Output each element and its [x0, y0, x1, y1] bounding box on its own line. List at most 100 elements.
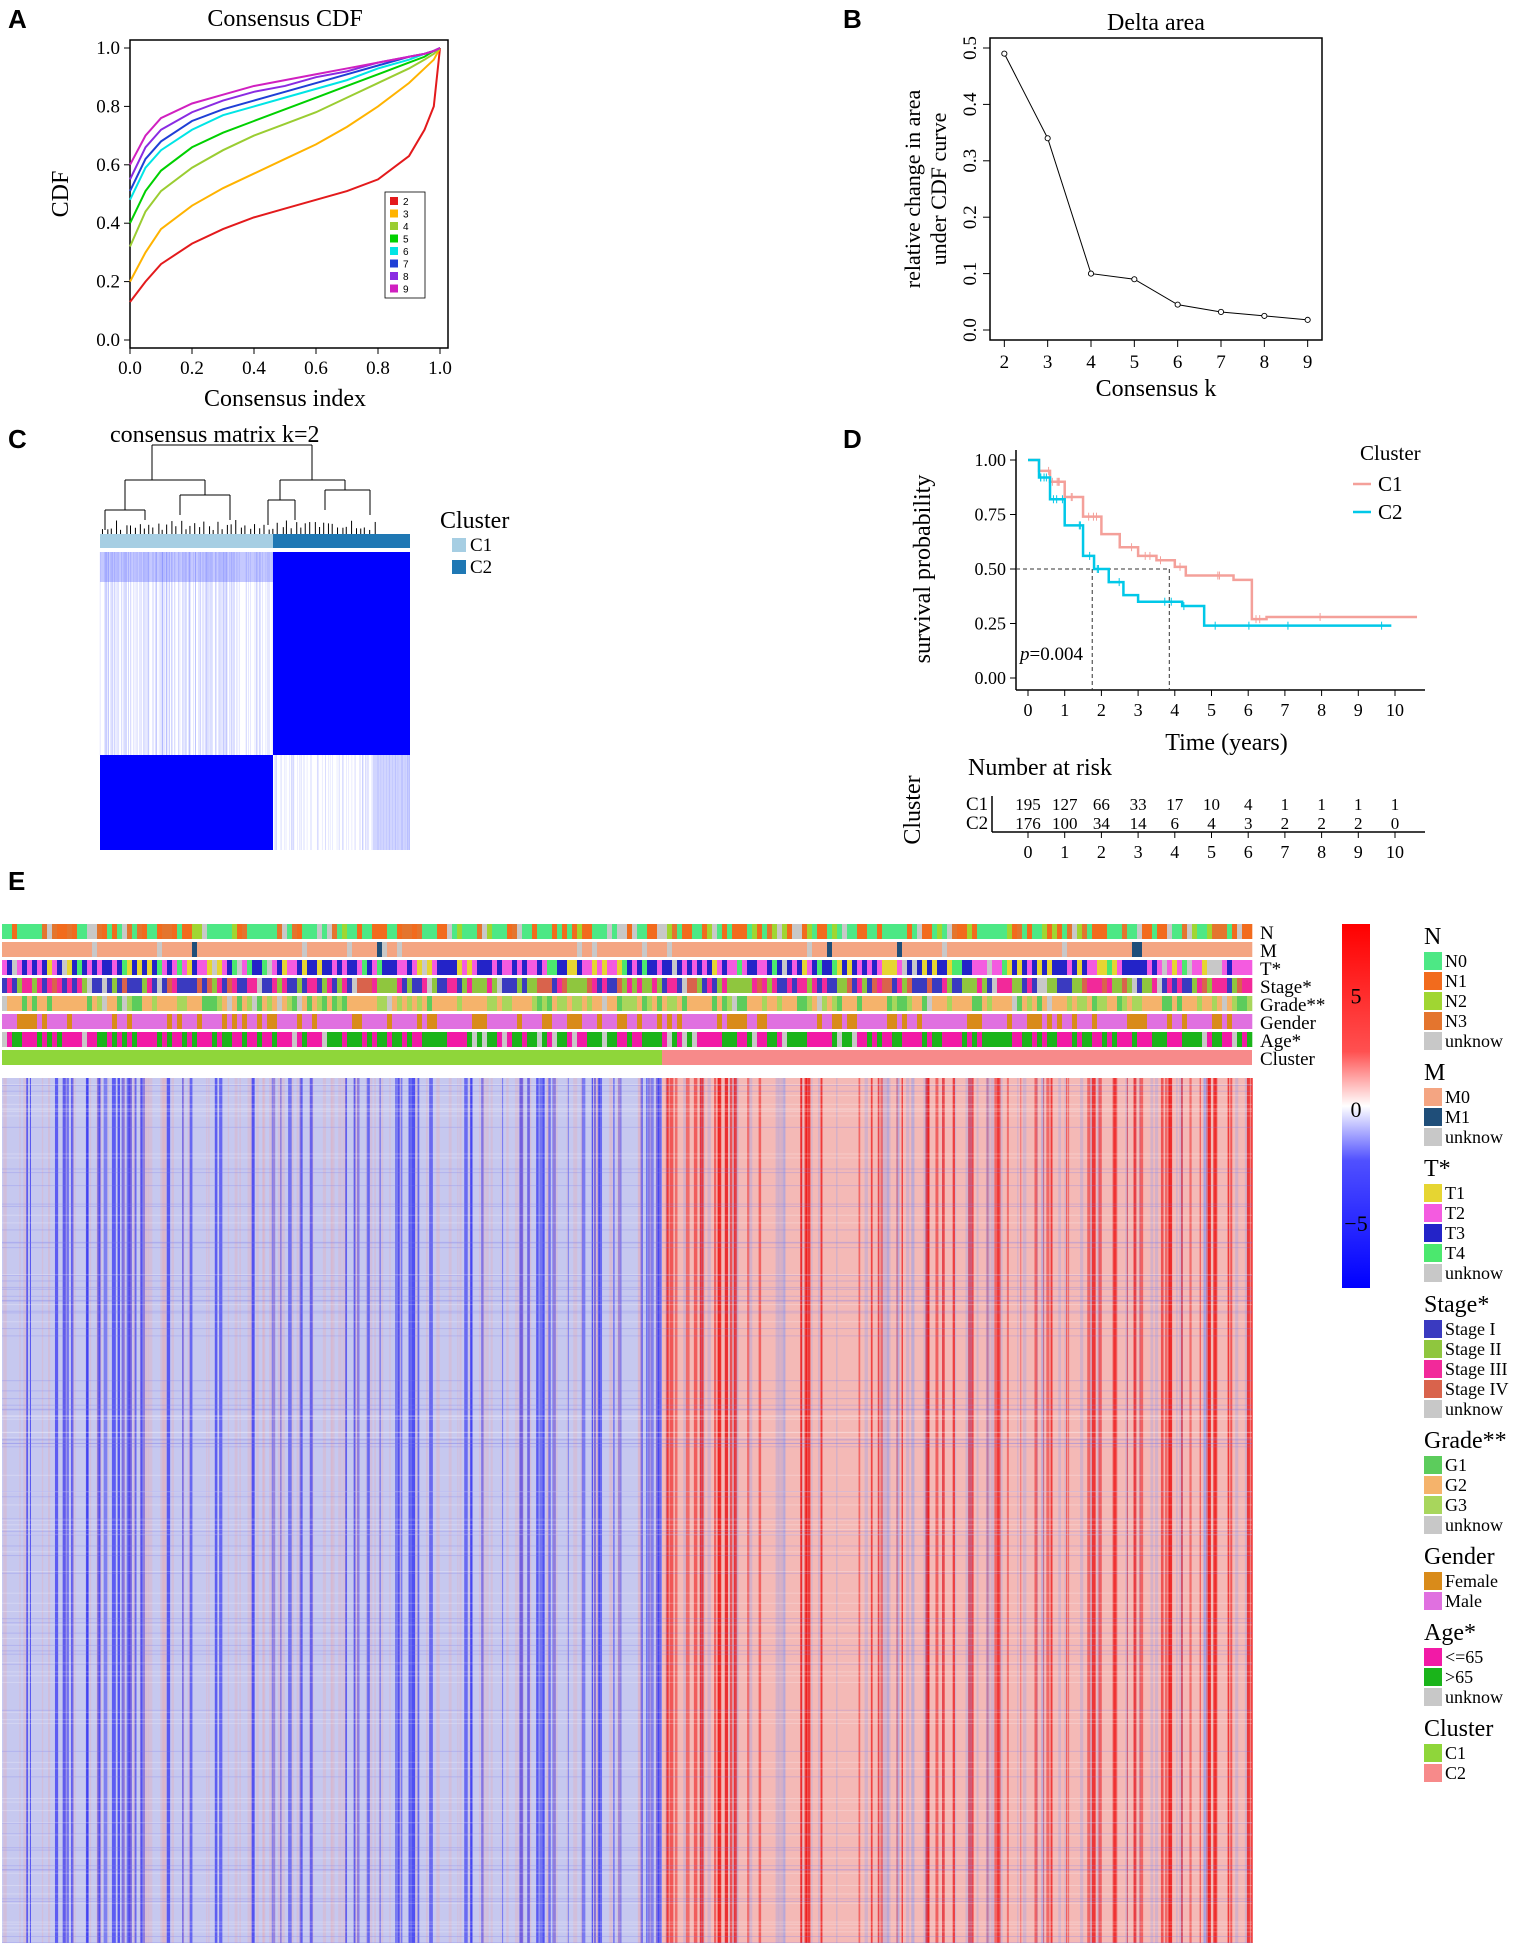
annotation-cell: [92, 942, 98, 957]
heatmap-column: [665, 1078, 667, 1943]
annotation-cell: [672, 960, 678, 975]
x-tick-label: 3: [1043, 352, 1053, 373]
heatmap-row: [2, 1380, 1252, 1382]
annotation-cell: [1217, 1014, 1223, 1029]
annotation-cell: [192, 1014, 198, 1029]
annotation-cell: [1147, 1014, 1153, 1029]
annotation-cell: [77, 996, 83, 1011]
annotation-cell: [502, 978, 508, 993]
heatmap-column: [171, 1078, 174, 1943]
annotation-cell: [712, 1032, 718, 1047]
annotation-cell: [612, 996, 618, 1011]
heatmap-row: [2, 1153, 1252, 1155]
legend-swatch: [1424, 1032, 1442, 1050]
heatmap-row: [2, 1115, 1252, 1117]
annotation-cell: [432, 1014, 438, 1029]
annotation-cell: [337, 1014, 343, 1029]
annotation-cell: [917, 996, 923, 1011]
annotation-cell: [907, 924, 913, 939]
annotation-cell: [877, 960, 883, 975]
annotation-cell: [392, 960, 398, 975]
annotation-cell: [737, 942, 743, 957]
annotation-cell: [692, 942, 698, 957]
annotation-cell: [607, 960, 613, 975]
annotation-cell: [602, 978, 608, 993]
legend-swatch: [1424, 1360, 1442, 1378]
annotation-cell: [1052, 978, 1058, 993]
annotation-cell: [1112, 924, 1118, 939]
annotation-cell: [12, 978, 18, 993]
annotation-cell: [42, 978, 48, 993]
annotation-cell: [102, 978, 108, 993]
annotation-cell: [462, 942, 468, 957]
legend-item-label: N0: [1445, 951, 1467, 971]
annotation-cell: [552, 978, 558, 993]
annotation-cell: [1232, 1032, 1238, 1047]
annotation-cell: [547, 960, 553, 975]
annotation-cell: [467, 1014, 473, 1029]
annotation-cell: [672, 942, 678, 957]
annotation-cell: [712, 924, 718, 939]
annotation-cell: [1202, 1014, 1208, 1029]
annotation-cell: [322, 978, 328, 993]
annotation-cell: [822, 1014, 828, 1029]
annotation-cell: [562, 960, 568, 975]
annotation-cell: [57, 960, 63, 975]
heatmap-row: [2, 1438, 1252, 1440]
plot-frame: [129, 39, 449, 349]
heatmap-row: [2, 1286, 1252, 1288]
annotation-cell: [1097, 1032, 1103, 1047]
annotation-cell: [127, 1014, 133, 1029]
annotation-cell: [527, 1032, 533, 1047]
annotation-cell: [757, 1032, 763, 1047]
annotation-cell: [272, 942, 278, 957]
annotation-cell: [1212, 1014, 1218, 1029]
annotation-cell: [992, 942, 998, 957]
annotation-cell: [282, 960, 288, 975]
annotation-cell: [292, 942, 298, 957]
x-tick-label: 0.6: [304, 358, 328, 379]
annotation-cell: [212, 924, 218, 939]
annotation-cell: [442, 942, 448, 957]
annotation-cell: [427, 1032, 433, 1047]
annotation-cell: [317, 1014, 323, 1029]
annotation-cell: [1122, 942, 1128, 957]
annotation-cell: [52, 924, 58, 939]
heatmap-column: [986, 1078, 989, 1943]
annotation-cell: [362, 960, 368, 975]
annotation-cell: [612, 978, 618, 993]
annotation-cell: [852, 960, 858, 975]
heatmap-row: [2, 1109, 1252, 1111]
annotation-cell: [702, 996, 708, 1011]
annotation-cell: [1042, 960, 1048, 975]
annotation-cell: [22, 978, 28, 993]
risk-count: 66: [1093, 795, 1110, 814]
annotation-cell: [837, 1032, 843, 1047]
annotation-cell: [647, 1014, 653, 1029]
annotation-cell: [722, 1032, 728, 1047]
annotation-cell: [1187, 978, 1193, 993]
annotation-cell: [1097, 978, 1103, 993]
annotation-cell: [922, 942, 928, 957]
annotation-cell: [322, 924, 328, 939]
annotation-cell: [817, 960, 823, 975]
annotation-cell: [137, 996, 143, 1011]
annotation-cell: [692, 996, 698, 1011]
heatmap-column: [398, 1078, 400, 1943]
x-tick-label: 10: [1386, 700, 1404, 720]
annotation-track-t: [2, 960, 1253, 975]
annotation-cell: [982, 960, 988, 975]
heatmap-row: [2, 1335, 1252, 1337]
annotation-cell: [972, 960, 978, 975]
y-tick-label: 0.3: [960, 149, 981, 173]
heatmap-row: [2, 1644, 1252, 1646]
legend-item-label: N1: [1445, 971, 1467, 991]
annotation-cell: [82, 1032, 88, 1047]
cdf-line-k3: [129, 47, 441, 283]
annotation-cell: [262, 996, 268, 1011]
heatmap-column: [389, 1078, 391, 1943]
heatmap-column: [1066, 1078, 1068, 1943]
annotation-cell: [1212, 924, 1218, 939]
annotation-cell: [497, 1032, 503, 1047]
annotation-cell: [927, 978, 933, 993]
